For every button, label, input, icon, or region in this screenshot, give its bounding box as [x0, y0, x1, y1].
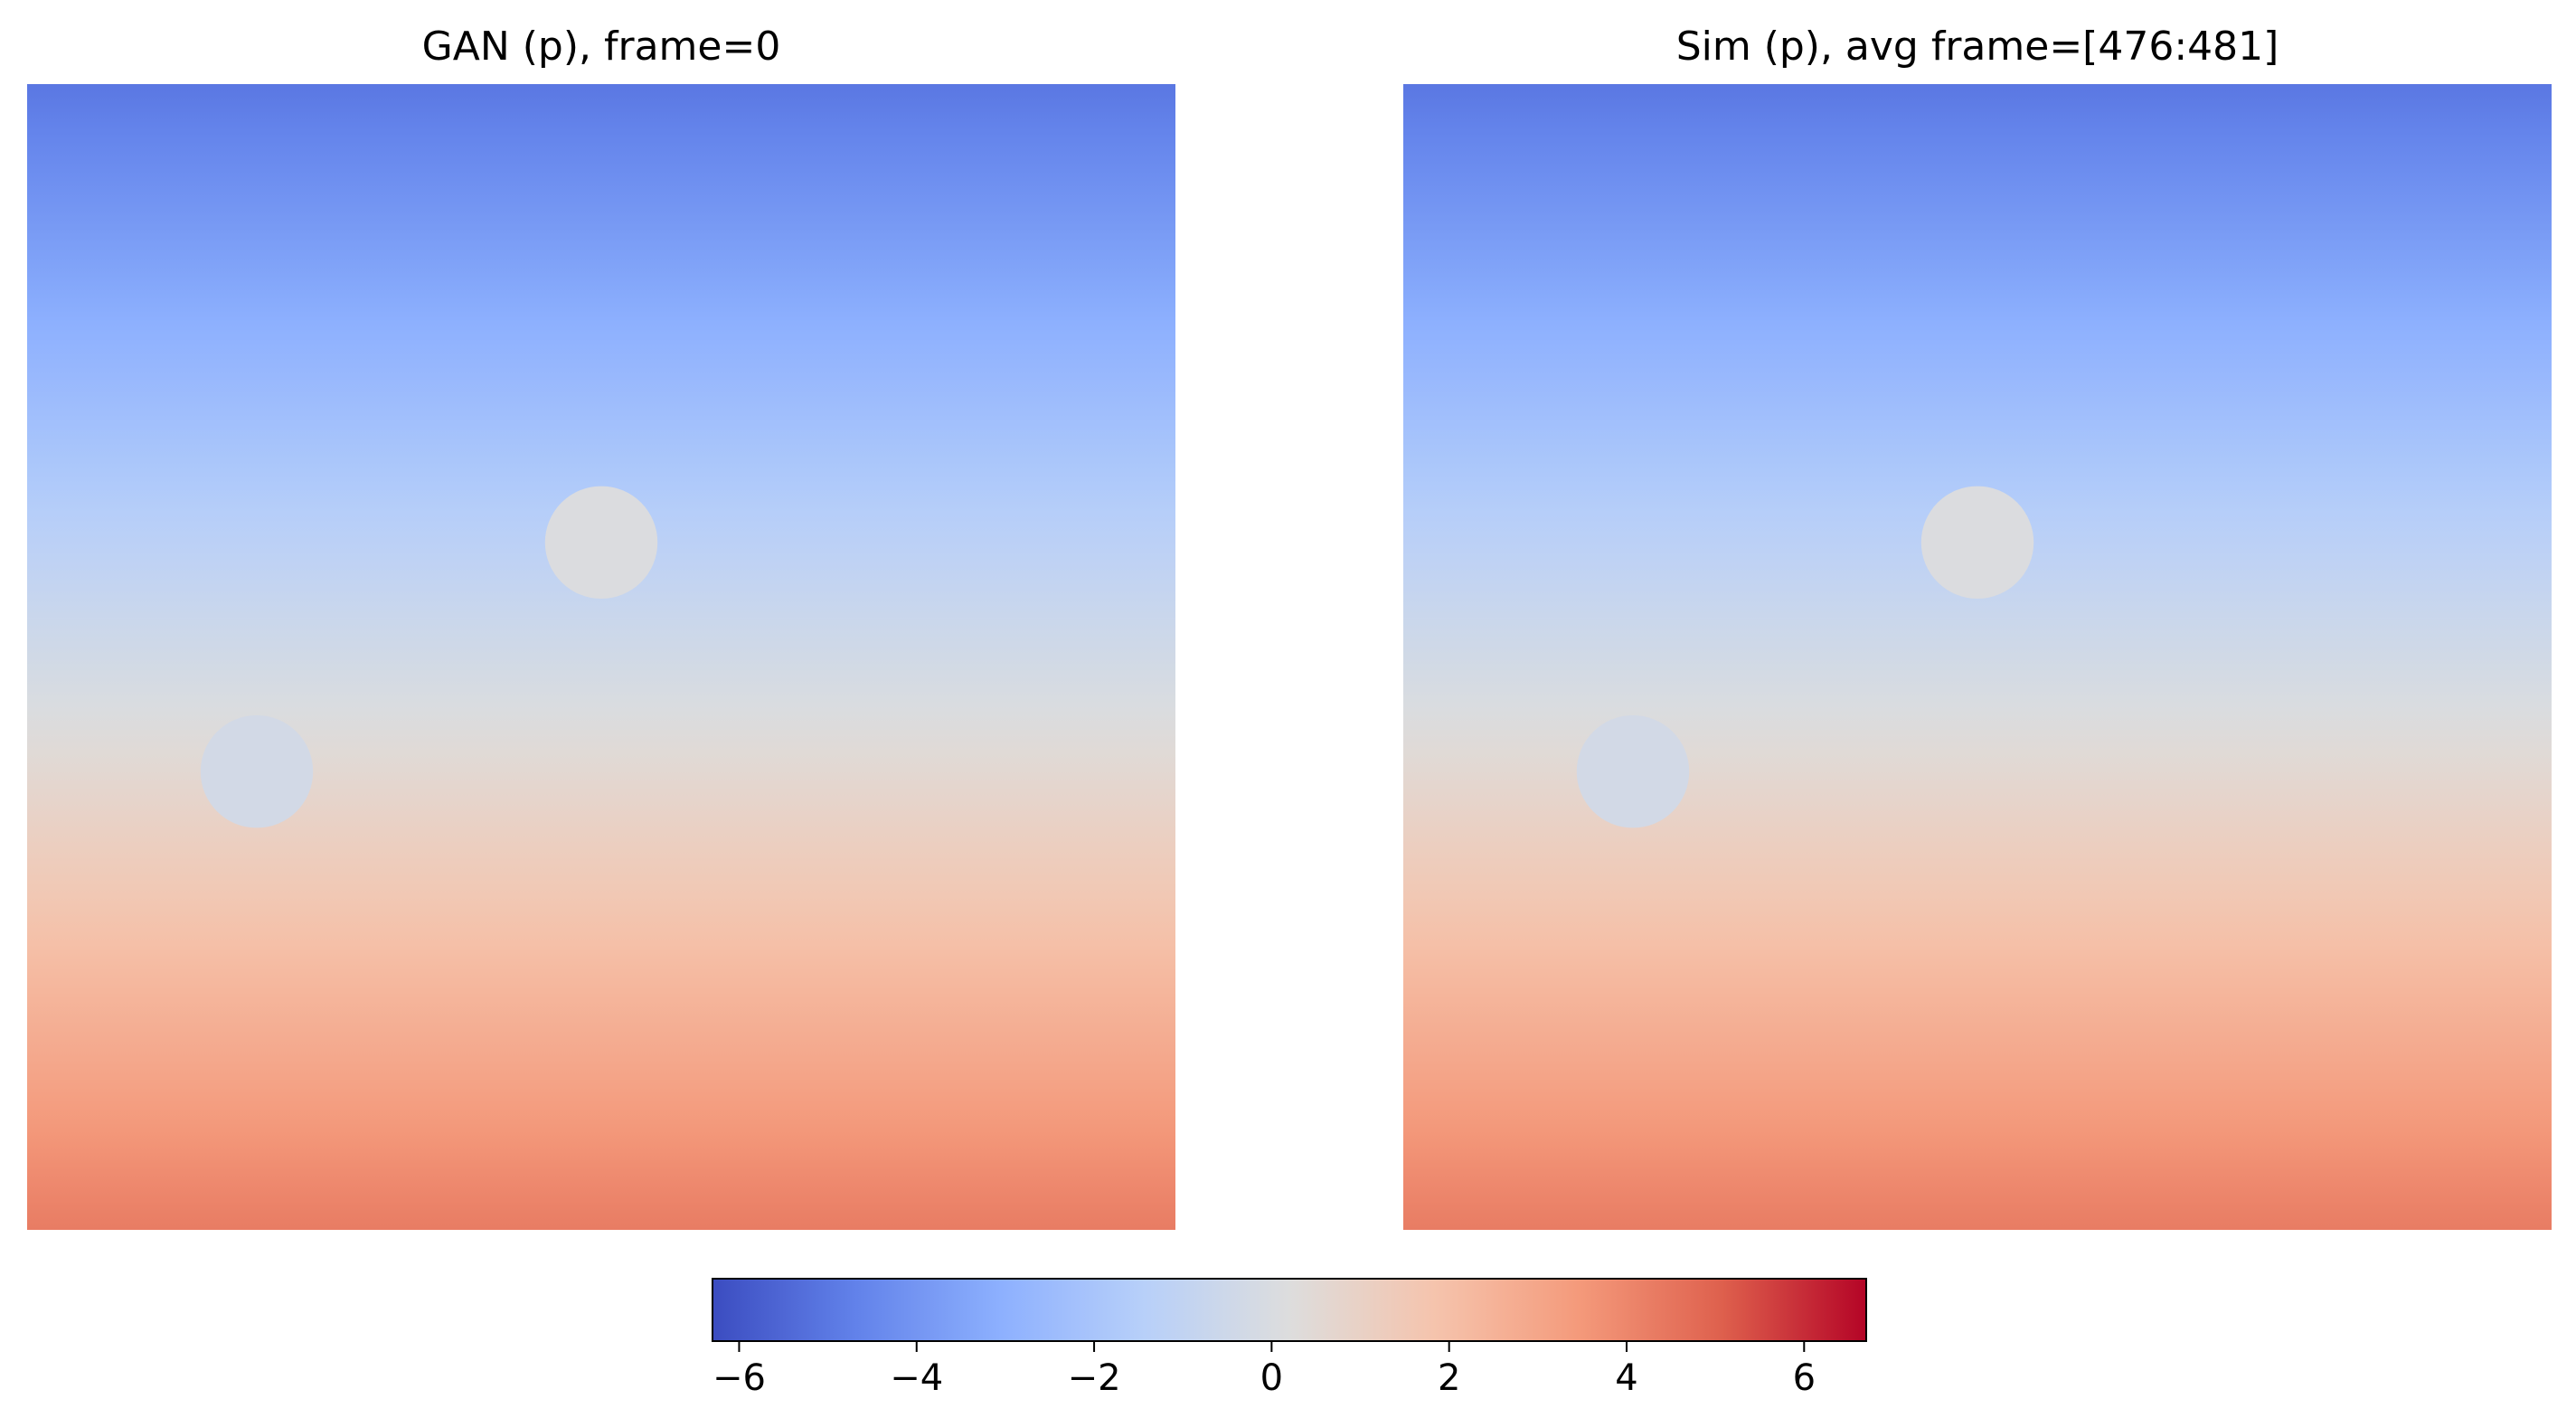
colorbar-tick-label: 0 — [1260, 1357, 1283, 1399]
pressure-field-gan — [27, 84, 1175, 1230]
colorbar-tick-label: 2 — [1438, 1357, 1460, 1399]
obstacle-circle-2 — [1576, 714, 1690, 828]
obstacle-circle-1 — [544, 486, 658, 600]
colorbar: −6 −4 −2 0 2 4 6 — [712, 1278, 1867, 1399]
heatmap-panel-sim: Sim (p), avg frame=[476:481] — [1403, 24, 2552, 1230]
heatmap-panel-gan: GAN (p), frame=0 — [27, 24, 1175, 1230]
pressure-field-sim — [1403, 84, 2552, 1230]
colorbar-gradient — [712, 1278, 1867, 1342]
colorbar-tick-label: −6 — [712, 1357, 766, 1399]
colorbar-tick-label: −2 — [1068, 1357, 1121, 1399]
obstacles-gan — [200, 486, 658, 828]
colorbar-ticks: −6 −4 −2 0 2 4 6 — [712, 1341, 1816, 1399]
obstacle-circle-1 — [1920, 486, 2034, 600]
colorbar-tick-label: −4 — [890, 1357, 943, 1399]
panel-title-sim: Sim (p), avg frame=[476:481] — [1676, 24, 2279, 70]
panel-title-gan: GAN (p), frame=0 — [422, 24, 781, 70]
obstacle-circle-2 — [200, 714, 314, 828]
obstacles-sim — [1576, 486, 2034, 828]
colorbar-tick-label: 6 — [1793, 1357, 1816, 1399]
colorbar-tick-label: 4 — [1615, 1357, 1637, 1399]
